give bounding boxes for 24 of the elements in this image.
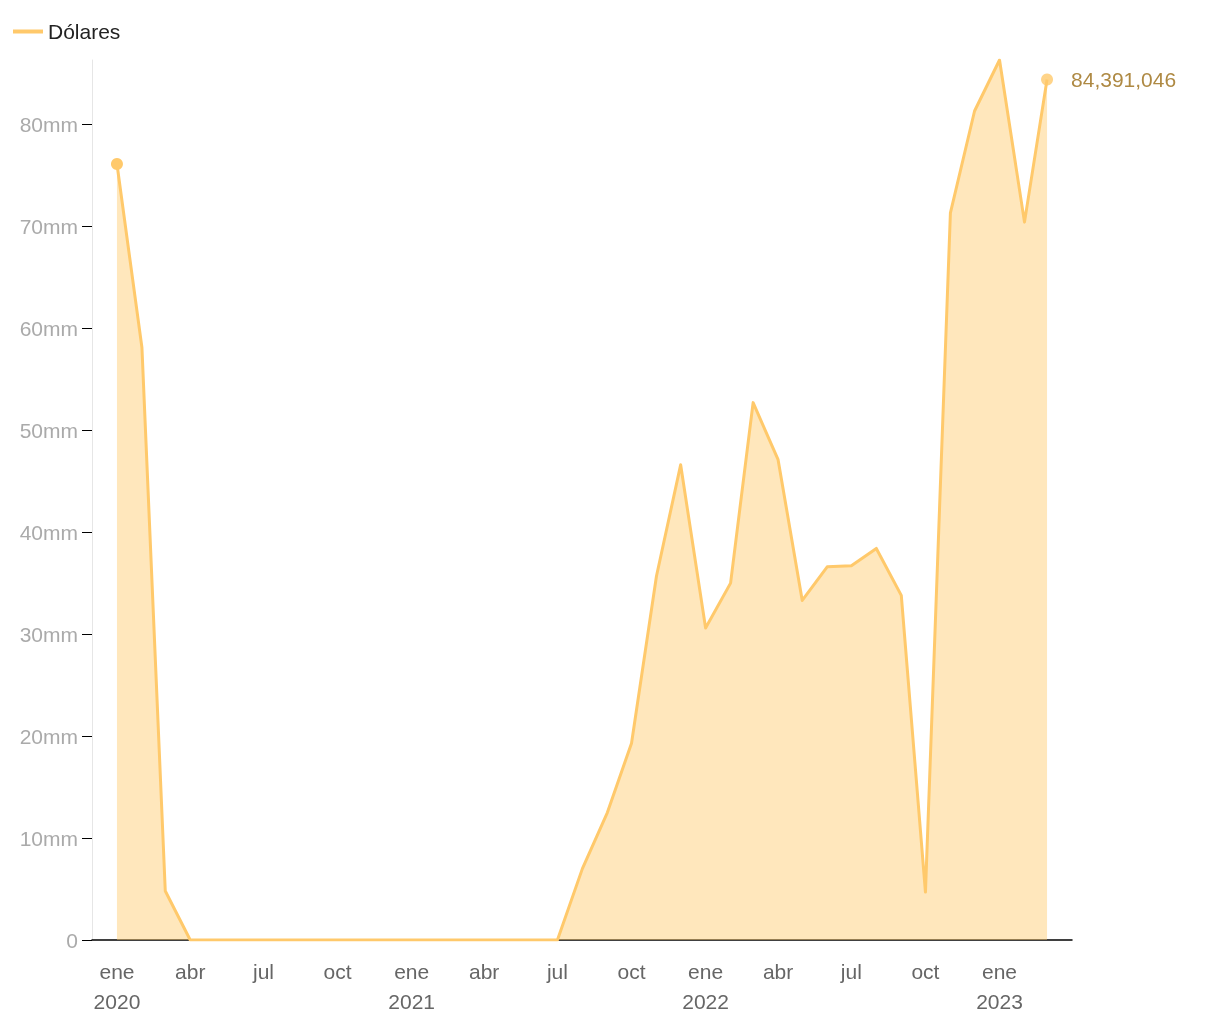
y-tick-label: 70mm: [19, 214, 78, 238]
x-tick-label: abr: [175, 959, 206, 983]
x-tick-label: jul: [839, 959, 862, 983]
y-tick-label: 20mm: [19, 724, 78, 748]
x-tick-label: ene 2021: [388, 959, 436, 1013]
x-tick-label: ene 2022: [682, 959, 729, 1013]
x-tick-label: jul: [545, 959, 568, 983]
y-tick-label: 80mm: [19, 112, 78, 136]
y-tick-label: 10mm: [19, 826, 78, 850]
x-tick-label: abr: [468, 959, 500, 983]
x-tick-label: jul: [252, 959, 275, 983]
x-tick-label: abr: [762, 959, 794, 983]
x-tick-label: oct: [323, 959, 352, 983]
annotation: 84,391,046: [1071, 67, 1177, 91]
x-tick-label: ene 2023: [976, 959, 1023, 1013]
y-tick-label: 0: [66, 928, 78, 952]
y-tick-label: 60mm: [19, 316, 78, 340]
x-tick-label: oct: [911, 959, 940, 983]
y-tick-label: 30mm: [19, 622, 78, 646]
legend-label: Dólares: [48, 20, 121, 43]
y-tick-label: 40mm: [19, 520, 78, 544]
x-tick-label: oct: [617, 959, 646, 983]
y-tick-label: 50mm: [19, 418, 78, 442]
x-tick-label: ene 2020: [93, 959, 141, 1013]
